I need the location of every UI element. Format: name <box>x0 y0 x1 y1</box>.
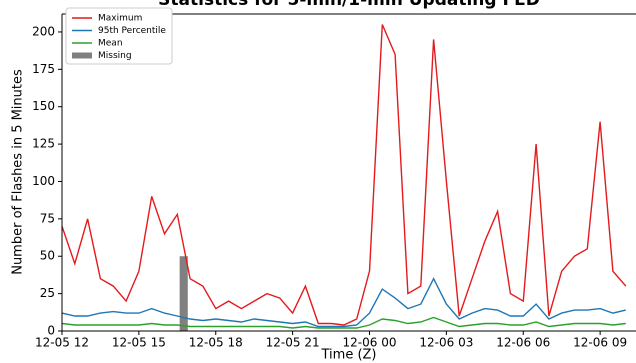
chart-title: Statistics for 5-min/1-min Updating FED <box>158 0 540 10</box>
y-tick-label: 175 <box>32 62 55 76</box>
legend-box <box>65 7 173 65</box>
legend-label: 95th Percentile <box>98 26 166 36</box>
y-tick-label: 100 <box>32 174 55 188</box>
y-axis-label: Number of Flashes in 5 Minutes <box>11 69 26 275</box>
x-tick-label: 12-05 18 <box>189 336 243 350</box>
x-tick-label: 12-05 15 <box>112 336 166 350</box>
legend-label: Maximum <box>98 14 142 24</box>
legend-swatch <box>72 52 92 59</box>
y-tick-label: 125 <box>32 137 55 151</box>
missing-bar <box>179 256 183 331</box>
x-tick-label: 12-06 00 <box>343 336 397 350</box>
x-tick-label: 12-06 09 <box>573 336 627 350</box>
y-tick-label: 50 <box>40 249 55 263</box>
missing-bar <box>182 256 186 331</box>
y-tick-label: 25 <box>40 286 55 300</box>
axes-frame <box>61 14 636 332</box>
x-tick-label: 12-06 03 <box>419 336 473 350</box>
series-line <box>61 316 626 329</box>
series-line <box>61 24 627 326</box>
y-tick-label: 150 <box>32 99 55 113</box>
missing-bar <box>184 256 188 331</box>
y-tick-label: 200 <box>32 24 55 38</box>
x-axis-label: Time (Z) <box>321 348 377 363</box>
y-tick-label: 0 <box>47 324 55 338</box>
series-line <box>61 277 626 328</box>
legend-label: Missing <box>98 51 132 61</box>
legend-label: Mean <box>98 39 123 49</box>
x-tick-label: 12-06 06 <box>496 336 550 350</box>
x-tick-label: 12-05 12 <box>35 336 89 350</box>
y-tick-label: 75 <box>40 211 55 225</box>
x-tick-label: 12-05 21 <box>266 336 320 350</box>
